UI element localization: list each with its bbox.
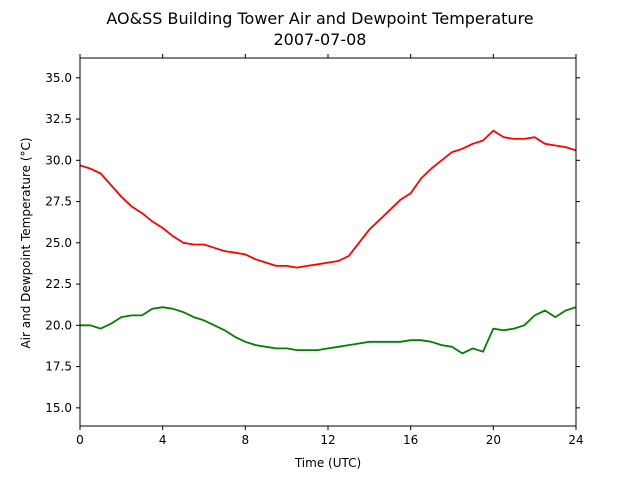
series-line-1 bbox=[80, 306, 577, 355]
y-tick-label: 20.0 bbox=[45, 318, 72, 332]
x-tick-label: 20 bbox=[486, 433, 501, 447]
x-tick-label: 0 bbox=[76, 433, 84, 447]
chart-subtitle: 2007-07-08 bbox=[274, 30, 367, 49]
y-tick-label: 25.0 bbox=[45, 236, 72, 250]
chart-title: AO&SS Building Tower Air and Dewpoint Te… bbox=[106, 9, 533, 28]
y-axis-label: Air and Dewpoint Temperature (°C) bbox=[19, 137, 33, 348]
x-axis-label: Time (UTC) bbox=[294, 456, 361, 470]
plot-area: 0 4 8 12 16 20 24 15.0 17.5 20.0 22.5 25.0 27.5 30.0 3… bbox=[45, 54, 584, 447]
x-tick-label: 24 bbox=[568, 433, 583, 447]
y-tick-label: 15.0 bbox=[45, 401, 72, 415]
x-tick-label: 16 bbox=[403, 433, 418, 447]
y-tick-label: 35.0 bbox=[45, 71, 72, 85]
y-tick-label: 17.5 bbox=[45, 360, 72, 374]
x-tick-label: 4 bbox=[159, 433, 167, 447]
y-tick-label: 32.5 bbox=[45, 112, 72, 126]
y-tick-label: 22.5 bbox=[45, 277, 72, 291]
y-tick-label: 27.5 bbox=[45, 195, 72, 209]
x-tick-label: 8 bbox=[242, 433, 250, 447]
x-tick-label: 12 bbox=[320, 433, 335, 447]
series-line-0 bbox=[79, 129, 577, 269]
y-tick-label: 30.0 bbox=[45, 153, 72, 167]
